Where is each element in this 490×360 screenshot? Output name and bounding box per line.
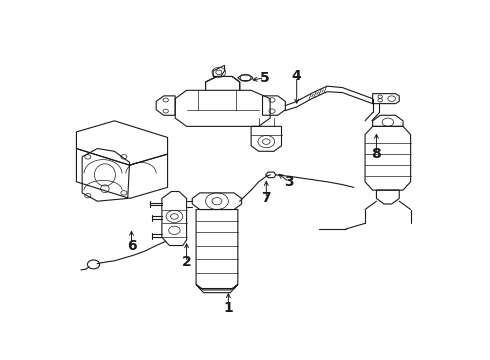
Text: 3: 3	[284, 175, 294, 189]
Text: 8: 8	[371, 147, 381, 161]
Text: 5: 5	[260, 71, 270, 85]
Text: 2: 2	[182, 255, 192, 269]
Text: 1: 1	[223, 301, 233, 315]
Text: 7: 7	[262, 192, 271, 206]
Text: 6: 6	[127, 239, 136, 253]
Text: 4: 4	[292, 69, 301, 84]
